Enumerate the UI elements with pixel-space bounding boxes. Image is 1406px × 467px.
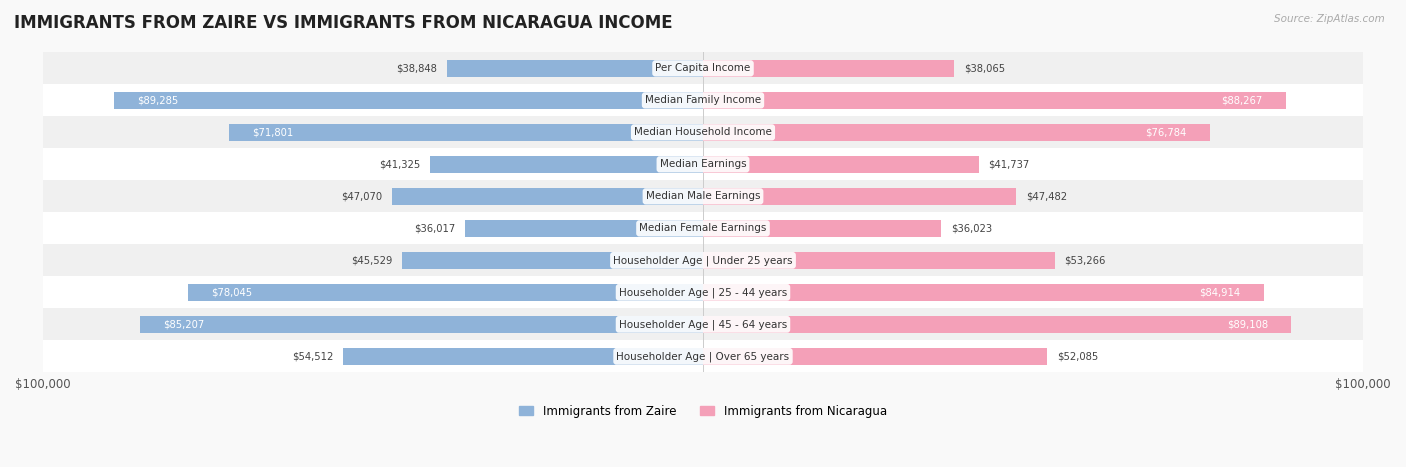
Text: $53,266: $53,266 bbox=[1064, 255, 1107, 265]
Bar bbox=[42, 52, 1364, 85]
Text: $38,065: $38,065 bbox=[965, 64, 1005, 73]
Bar bbox=[703, 219, 941, 237]
Text: Source: ZipAtlas.com: Source: ZipAtlas.com bbox=[1274, 14, 1385, 24]
Text: $45,529: $45,529 bbox=[352, 255, 392, 265]
Text: $84,914: $84,914 bbox=[1199, 287, 1240, 297]
Bar bbox=[703, 156, 979, 173]
Bar bbox=[430, 156, 703, 173]
Text: IMMIGRANTS FROM ZAIRE VS IMMIGRANTS FROM NICARAGUA INCOME: IMMIGRANTS FROM ZAIRE VS IMMIGRANTS FROM… bbox=[14, 14, 672, 32]
Bar bbox=[703, 283, 1264, 301]
Bar bbox=[703, 316, 1291, 333]
Text: Householder Age | 25 - 44 years: Householder Age | 25 - 44 years bbox=[619, 287, 787, 297]
Bar bbox=[703, 347, 1047, 365]
Bar bbox=[42, 340, 1364, 372]
Bar bbox=[42, 308, 1364, 340]
Text: Median Household Income: Median Household Income bbox=[634, 127, 772, 137]
Text: Per Capita Income: Per Capita Income bbox=[655, 64, 751, 73]
Text: $54,512: $54,512 bbox=[292, 351, 333, 361]
Bar bbox=[703, 92, 1285, 109]
Legend: Immigrants from Zaire, Immigrants from Nicaragua: Immigrants from Zaire, Immigrants from N… bbox=[519, 404, 887, 417]
Text: $85,207: $85,207 bbox=[163, 319, 205, 329]
Text: $36,023: $36,023 bbox=[950, 223, 991, 234]
Bar bbox=[447, 60, 703, 77]
Bar bbox=[42, 212, 1364, 244]
Text: $52,085: $52,085 bbox=[1057, 351, 1098, 361]
Bar bbox=[229, 124, 703, 141]
Text: $41,325: $41,325 bbox=[380, 159, 420, 170]
Text: $88,267: $88,267 bbox=[1222, 95, 1263, 106]
Bar bbox=[703, 124, 1211, 141]
Bar bbox=[42, 85, 1364, 116]
Bar bbox=[703, 252, 1054, 269]
Text: Householder Age | Under 25 years: Householder Age | Under 25 years bbox=[613, 255, 793, 266]
Text: Householder Age | 45 - 64 years: Householder Age | 45 - 64 years bbox=[619, 319, 787, 330]
Bar bbox=[42, 276, 1364, 308]
Bar bbox=[42, 116, 1364, 149]
Text: $89,108: $89,108 bbox=[1227, 319, 1268, 329]
Bar bbox=[402, 252, 703, 269]
Text: Median Male Earnings: Median Male Earnings bbox=[645, 191, 761, 201]
Text: $76,784: $76,784 bbox=[1146, 127, 1187, 137]
Text: Median Female Earnings: Median Female Earnings bbox=[640, 223, 766, 234]
Bar bbox=[392, 188, 703, 205]
Bar bbox=[114, 92, 703, 109]
Bar bbox=[703, 188, 1017, 205]
Text: $38,848: $38,848 bbox=[395, 64, 437, 73]
Bar bbox=[343, 347, 703, 365]
Text: Median Earnings: Median Earnings bbox=[659, 159, 747, 170]
Text: $47,482: $47,482 bbox=[1026, 191, 1067, 201]
Bar bbox=[42, 180, 1364, 212]
Text: Householder Age | Over 65 years: Householder Age | Over 65 years bbox=[616, 351, 790, 361]
Text: $78,045: $78,045 bbox=[211, 287, 252, 297]
Bar bbox=[703, 60, 955, 77]
Text: $47,070: $47,070 bbox=[342, 191, 382, 201]
Bar bbox=[42, 244, 1364, 276]
Bar bbox=[42, 149, 1364, 180]
Text: $41,737: $41,737 bbox=[988, 159, 1029, 170]
Text: Median Family Income: Median Family Income bbox=[645, 95, 761, 106]
Text: $36,017: $36,017 bbox=[415, 223, 456, 234]
Text: $89,285: $89,285 bbox=[136, 95, 179, 106]
Bar bbox=[465, 219, 703, 237]
Bar bbox=[141, 316, 703, 333]
Text: $71,801: $71,801 bbox=[252, 127, 294, 137]
Bar bbox=[188, 283, 703, 301]
